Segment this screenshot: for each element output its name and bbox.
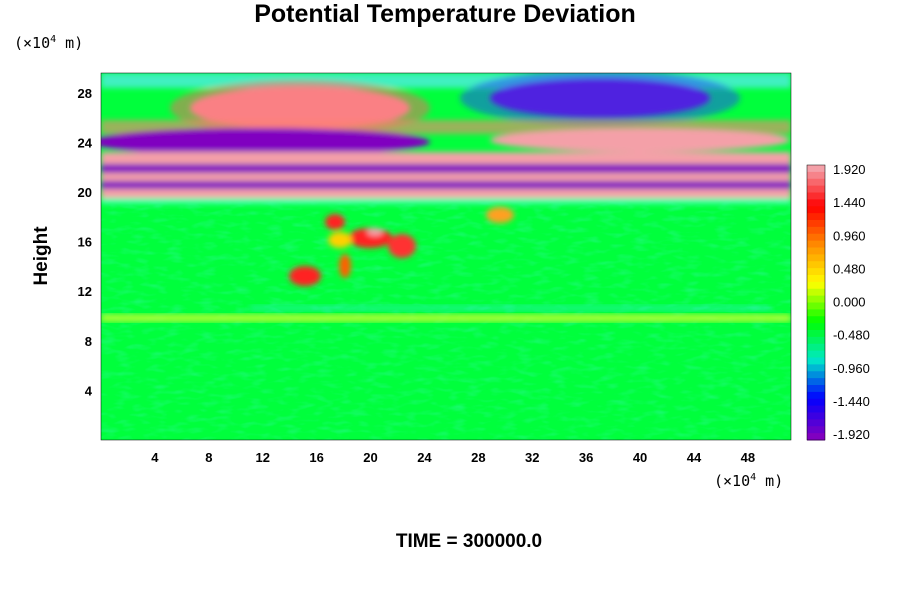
colorbar-band bbox=[807, 419, 825, 427]
colorbar-band bbox=[807, 288, 825, 297]
x-tick-label: 40 bbox=[633, 450, 647, 465]
colorbar-band bbox=[807, 433, 825, 441]
colorbar-band bbox=[807, 192, 825, 200]
colorbar-band bbox=[807, 412, 825, 420]
x-tick-label: 28 bbox=[471, 450, 485, 465]
y-tick-label: 20 bbox=[78, 185, 92, 200]
colorbar-band bbox=[807, 330, 825, 338]
colorbar-label: -1.920 bbox=[833, 427, 870, 442]
time-label: TIME = 300000.0 bbox=[395, 531, 543, 552]
colorbar-band bbox=[807, 165, 825, 173]
y-tick-label: 8 bbox=[85, 334, 92, 349]
x-tick-label: 32 bbox=[525, 450, 539, 465]
x-tick-label: 12 bbox=[255, 450, 269, 465]
colorbar-band bbox=[807, 199, 825, 207]
colorbar-band bbox=[807, 426, 825, 434]
colorbar-band bbox=[807, 281, 825, 290]
x-tick-label: 36 bbox=[579, 450, 593, 465]
colorbar-band bbox=[807, 343, 825, 352]
colorbar-label: -1.440 bbox=[833, 394, 870, 409]
y-axis-unit: (×104 m) bbox=[14, 34, 84, 52]
colorbar-band bbox=[807, 171, 825, 180]
y-tick-label: 4 bbox=[85, 383, 93, 398]
colorbar-band bbox=[807, 323, 825, 331]
colorbar-label: 0.480 bbox=[833, 261, 866, 276]
x-tick-label: 20 bbox=[363, 450, 377, 465]
colorbar-band bbox=[807, 378, 825, 386]
x-tick-label: 8 bbox=[205, 450, 212, 465]
colorbar-band bbox=[807, 240, 825, 248]
y-tick-label: 24 bbox=[78, 135, 93, 150]
colorbar-band bbox=[807, 178, 825, 187]
colorbar-band bbox=[807, 261, 825, 269]
colorbar-band bbox=[807, 185, 825, 193]
colorbar-band bbox=[807, 364, 825, 372]
x-tick-labels: 4 8 12 16 20 24 28 32 36 40 44 48 bbox=[151, 450, 755, 465]
colorbar-band bbox=[807, 398, 825, 407]
y-tick-label: 28 bbox=[78, 86, 92, 101]
colorbar-band bbox=[807, 371, 825, 379]
colorbar-band bbox=[807, 391, 825, 400]
colorbar-band bbox=[807, 233, 825, 242]
chart-title: Potential Temperature Deviation bbox=[254, 0, 636, 28]
colorbar-band bbox=[807, 316, 825, 324]
colorbar-band bbox=[807, 336, 825, 345]
colorbar-band bbox=[807, 213, 825, 221]
heatmap-field bbox=[101, 73, 791, 440]
colorbar-band bbox=[807, 254, 825, 262]
colorbar-band bbox=[807, 302, 825, 310]
colorbar-band bbox=[807, 295, 825, 303]
colorbar-label: 0.960 bbox=[833, 228, 866, 243]
colorbar-band bbox=[807, 385, 825, 393]
x-tick-label: 44 bbox=[687, 450, 702, 465]
colorbar-band bbox=[807, 275, 825, 283]
y-tick-labels: 4 8 12 16 20 24 28 bbox=[78, 86, 93, 399]
x-tick-label: 48 bbox=[741, 450, 755, 465]
colorbar-band bbox=[807, 350, 825, 358]
colorbar-band bbox=[807, 226, 825, 235]
x-tick-label: 24 bbox=[417, 450, 432, 465]
x-axis-unit: (×104 m) bbox=[714, 472, 784, 490]
y-tick-label: 12 bbox=[78, 284, 92, 299]
colorbar-band bbox=[807, 220, 825, 228]
colorbar-band bbox=[807, 405, 825, 413]
colorbar-band bbox=[807, 357, 825, 365]
colorbar-band bbox=[807, 206, 825, 214]
colorbar: 1.920 1.440 0.960 0.480 0.000 -0.480 -0.960 -1.… bbox=[806, 162, 870, 442]
colorbar-band bbox=[807, 309, 825, 317]
colorbar-label: -0.480 bbox=[833, 328, 870, 343]
colorbar-band bbox=[807, 247, 825, 255]
x-tick-label: 4 bbox=[151, 450, 159, 465]
colorbar-band bbox=[807, 268, 825, 276]
colorbar-label: -0.960 bbox=[833, 361, 870, 376]
plot-frame bbox=[100, 72, 792, 441]
x-tick-label: 16 bbox=[309, 450, 323, 465]
colorbar-label: 1.440 bbox=[833, 195, 866, 210]
colorbar-label: 0.000 bbox=[833, 295, 866, 310]
y-tick-label: 16 bbox=[78, 235, 92, 250]
colorbar-label: 1.920 bbox=[833, 162, 866, 177]
